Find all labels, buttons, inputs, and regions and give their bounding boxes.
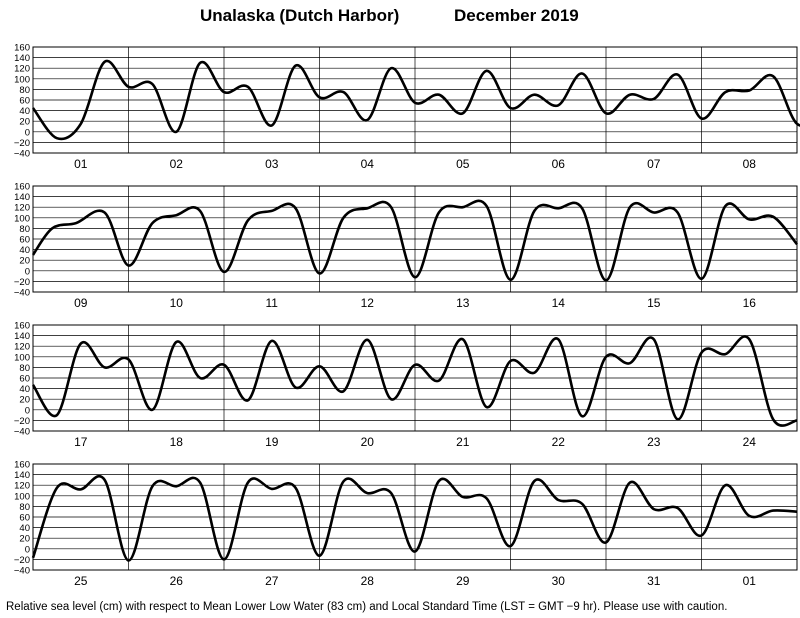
y-tick-label: 120: [14, 342, 30, 353]
day-label: 05: [456, 157, 470, 171]
y-tick-label: 20: [19, 256, 30, 267]
y-tick-label: 20: [19, 534, 30, 545]
panel-frame: [32, 463, 798, 571]
y-tick-label: −40: [14, 566, 30, 577]
day-label: 16: [743, 296, 757, 310]
day-label: 28: [361, 574, 375, 588]
day-label: 10: [170, 296, 184, 310]
y-tick-label: 140: [14, 192, 30, 203]
y-tick-label: 160: [14, 182, 30, 193]
y-tick-label: −20: [14, 555, 30, 566]
y-tick-label: 20: [19, 395, 30, 406]
y-tick-label: 120: [14, 203, 30, 214]
y-tick-label: 160: [14, 43, 30, 54]
day-label: 09: [74, 296, 88, 310]
day-label: 02: [170, 157, 184, 171]
y-tick-label: −40: [14, 149, 30, 160]
day-label: 04: [361, 157, 375, 171]
chart-title-location: Unalaska (Dutch Harbor): [200, 6, 400, 25]
y-tick-label: 0: [25, 266, 30, 277]
tide-series-line: [31, 59, 800, 141]
day-label: 22: [552, 435, 566, 449]
y-tick-label: 100: [14, 74, 30, 85]
panel-frame: [32, 185, 798, 293]
day-label: 03: [265, 157, 279, 171]
day-label: 25: [74, 574, 88, 588]
day-label: 24: [743, 435, 757, 449]
y-tick-label: 160: [14, 321, 30, 332]
y-tick-label: −20: [14, 416, 30, 427]
y-tick-label: 100: [14, 213, 30, 224]
day-label: 11: [266, 296, 279, 310]
y-tick-label: 60: [19, 235, 30, 246]
day-label: 17: [74, 435, 88, 449]
y-tick-label: 100: [14, 352, 30, 363]
y-tick-label: 140: [14, 53, 30, 64]
y-tick-label: 0: [25, 544, 30, 555]
y-tick-label: 140: [14, 470, 30, 481]
y-tick-label: 0: [25, 127, 30, 138]
day-label: 21: [456, 435, 470, 449]
y-tick-label: 80: [19, 363, 30, 374]
y-tick-label: −40: [14, 288, 30, 299]
y-tick-label: 40: [19, 523, 30, 534]
y-tick-label: 100: [14, 491, 30, 502]
day-label: 01: [743, 574, 757, 588]
y-tick-label: −20: [14, 277, 30, 288]
y-tick-label: 80: [19, 502, 30, 513]
y-tick-label: 40: [19, 384, 30, 395]
y-tick-label: 120: [14, 64, 30, 75]
tide-series-line: [31, 335, 798, 427]
y-tick-label: 60: [19, 513, 30, 524]
day-label: 30: [552, 574, 566, 588]
tide-series-line: [31, 199, 799, 282]
y-tick-label: 80: [19, 85, 30, 96]
y-tick-label: 120: [14, 481, 30, 492]
day-label: 07: [647, 157, 661, 171]
panel-frame: [32, 324, 798, 432]
y-tick-label: −20: [14, 138, 30, 149]
y-tick-label: 140: [14, 331, 30, 342]
y-tick-label: 80: [19, 224, 30, 235]
day-label: 29: [456, 574, 470, 588]
y-tick-label: −40: [14, 427, 30, 438]
day-label: 08: [743, 157, 757, 171]
day-label: 12: [361, 296, 375, 310]
day-label: 19: [265, 435, 279, 449]
footer-note: Relative sea level (cm) with respect to …: [6, 601, 728, 613]
day-label: 14: [552, 296, 566, 310]
day-label: 23: [647, 435, 661, 449]
y-tick-label: 160: [14, 460, 30, 471]
day-label: 06: [552, 157, 566, 171]
day-label: 13: [456, 296, 470, 310]
day-label: 01: [74, 157, 88, 171]
day-label: 31: [647, 574, 661, 588]
day-label: 15: [647, 296, 661, 310]
chart-title-month: December 2019: [454, 6, 579, 25]
y-tick-label: 20: [19, 117, 30, 128]
day-label: 27: [265, 574, 279, 588]
day-label: 26: [170, 574, 184, 588]
day-label: 20: [361, 435, 375, 449]
y-tick-label: 60: [19, 374, 30, 385]
y-tick-label: 40: [19, 106, 30, 117]
y-tick-label: 40: [19, 245, 30, 256]
tide-series-line: [31, 474, 798, 562]
panel-frame: [32, 46, 798, 154]
y-tick-label: 0: [25, 405, 30, 416]
y-tick-label: 60: [19, 96, 30, 107]
day-label: 18: [170, 435, 184, 449]
